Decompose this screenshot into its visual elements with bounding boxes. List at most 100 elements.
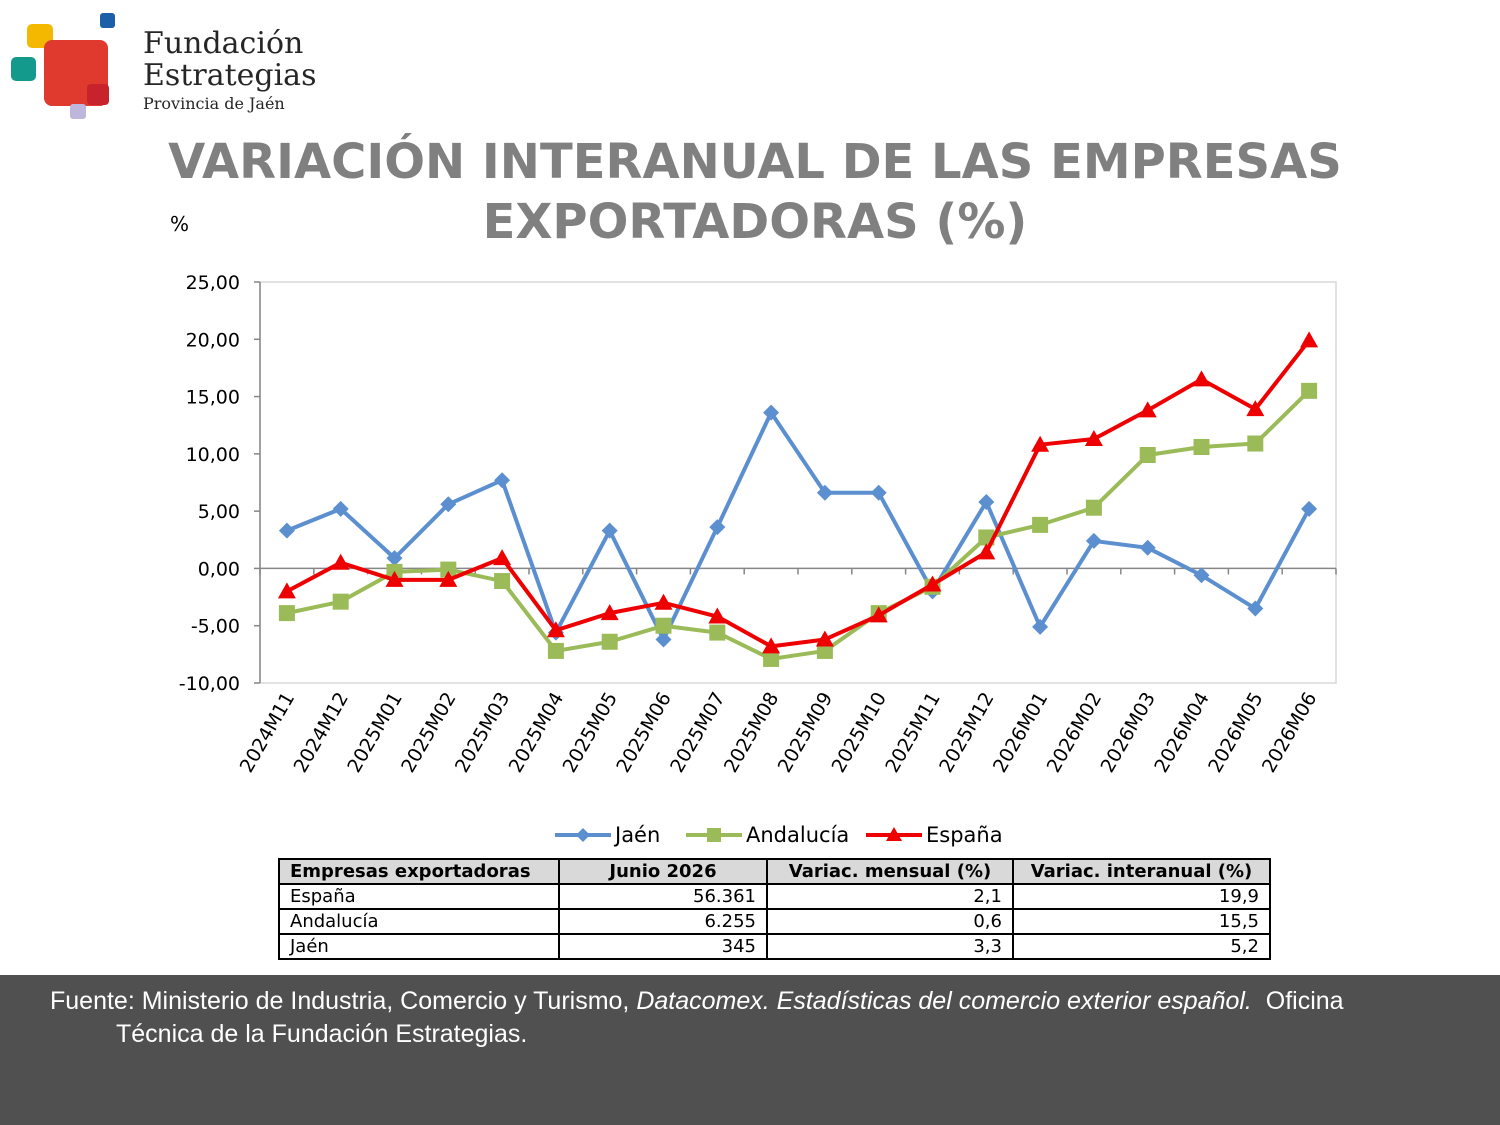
legend-label: Andalucía (746, 823, 849, 847)
plot-area (259, 281, 1337, 684)
cell-empresas: 6.255 (558, 908, 768, 935)
data-point (923, 575, 942, 592)
table-header-row: Empresas exportadoras Junio 2026 Variac.… (278, 858, 1271, 885)
data-point (440, 496, 457, 513)
data-point (1301, 500, 1318, 517)
data-point (601, 522, 618, 539)
y-tick-label: 5,00 (198, 501, 240, 523)
y-tick-label: 20,00 (186, 329, 240, 351)
logo: Fundación Estrategias Provincia de Jaén (8, 10, 328, 125)
data-point (1084, 429, 1103, 446)
data-point (707, 828, 721, 842)
series-line (285, 339, 1311, 649)
data-point (547, 642, 564, 659)
data-point (546, 621, 565, 638)
data-point (1031, 435, 1050, 452)
data-point (762, 637, 781, 654)
data-point (493, 549, 512, 566)
series-group (277, 331, 1319, 667)
data-point (977, 543, 996, 560)
data-point (385, 570, 404, 587)
data-point (1085, 499, 1102, 516)
data-point (815, 630, 834, 647)
data-point (886, 827, 902, 841)
y-tick-label: 25,00 (186, 272, 240, 294)
data-point (576, 828, 590, 842)
data-point (1193, 567, 1210, 584)
cell-region: Jaén (278, 933, 560, 960)
data-point (763, 404, 780, 421)
data-point (1300, 331, 1319, 348)
x-axis-tick-labels: 2024M112024M122025M012025M022025M032025M… (236, 689, 1322, 777)
cell-empresas: 345 (558, 933, 768, 960)
data-point (440, 561, 457, 578)
cell-interanual: 15,5 (1012, 908, 1271, 935)
y-axis-ticks: 25,00 20,00 15,00 10,00 5,00 0,00 -5,00 -10,00 (179, 272, 260, 695)
logo-line2: Estrategias (143, 58, 317, 93)
data-point (601, 633, 618, 650)
chart-title: VARIACIÓN INTERANUAL DE LAS EMPRESAS EXPO… (168, 134, 1342, 250)
table-row: España 56.361 2,1 19,9 (278, 883, 1271, 910)
legend-item: Andalucía (686, 823, 849, 847)
data-point (655, 617, 672, 634)
source-prefix: Fuente: Ministerio de Industria, Comerci… (50, 987, 637, 1015)
cell-region: Andalucía (278, 908, 560, 935)
source-footer: Fuente: Ministerio de Industria, Comerci… (0, 975, 1500, 1125)
data-point (386, 550, 403, 567)
cell-empresas: 56.361 (558, 883, 768, 910)
summary-table: Empresas exportadoras Junio 2026 Variac.… (278, 858, 1271, 960)
data-point (332, 593, 349, 610)
header-mensual: Variac. mensual (%) (766, 858, 1014, 885)
source-suffix: Oficina (1251, 987, 1344, 1015)
y-tick-label: 10,00 (186, 444, 240, 466)
y-tick-label: -10,00 (179, 673, 240, 695)
series-line (286, 389, 1311, 661)
legend: Jaén Andalucía España (555, 823, 1003, 847)
data-point (1246, 400, 1265, 417)
data-point (655, 631, 672, 648)
data-point (870, 484, 887, 501)
data-point (1032, 618, 1049, 635)
data-point (709, 624, 726, 641)
data-point (331, 553, 350, 570)
header-empresas: Empresas exportadoras (278, 858, 560, 885)
data-point (1247, 435, 1264, 452)
logo-line1: Fundación (143, 26, 304, 61)
source-line2: Técnica de la Fundación Estrategias. (116, 1020, 528, 1048)
data-point (978, 493, 995, 510)
data-point (1138, 401, 1157, 418)
data-point (763, 650, 780, 667)
source-italic: Datacomex. Estadísticas del comercio ext… (636, 987, 1252, 1015)
line-chart: 25,0020,0015,0010,005,000,00-5,00-10,00 … (179, 272, 1337, 777)
data-point (1301, 382, 1318, 399)
y-tick-label: 15,00 (186, 387, 240, 409)
series-andalucía (278, 382, 1318, 667)
data-point (278, 522, 295, 539)
series-line (286, 410, 1311, 642)
cell-mensual: 0,6 (766, 908, 1014, 935)
cell-mensual: 2,1 (766, 883, 1014, 910)
data-point (332, 500, 349, 517)
data-point (1139, 447, 1156, 464)
data-point (816, 642, 833, 659)
data-point (494, 573, 511, 590)
cell-mensual: 3,3 (766, 933, 1014, 960)
cell-interanual: 5,2 (1012, 933, 1271, 960)
logo-mark (11, 13, 115, 119)
source-text: Fuente: Ministerio de Industria, Comerci… (50, 985, 1470, 1051)
series-jaén (278, 404, 1318, 648)
data-point (278, 605, 295, 622)
legend-label: España (926, 823, 1003, 847)
x-tick-label: 2026M06 (1258, 689, 1322, 777)
table-row: Andalucía 6.255 0,6 15,5 (278, 908, 1271, 935)
header-interanual: Variac. interanual (%) (1012, 858, 1271, 885)
cell-region: España (278, 883, 560, 910)
logo-text: Fundación Estrategias Provincia de Jaén (143, 28, 316, 114)
data-point (494, 472, 511, 489)
data-point (1032, 516, 1049, 533)
cell-interanual: 19,9 (1012, 883, 1271, 910)
y-tick-label: 0,00 (198, 558, 240, 580)
table-row: Jaén 345 3,3 5,2 (278, 933, 1271, 960)
data-point (1192, 370, 1211, 387)
data-point (277, 582, 296, 599)
